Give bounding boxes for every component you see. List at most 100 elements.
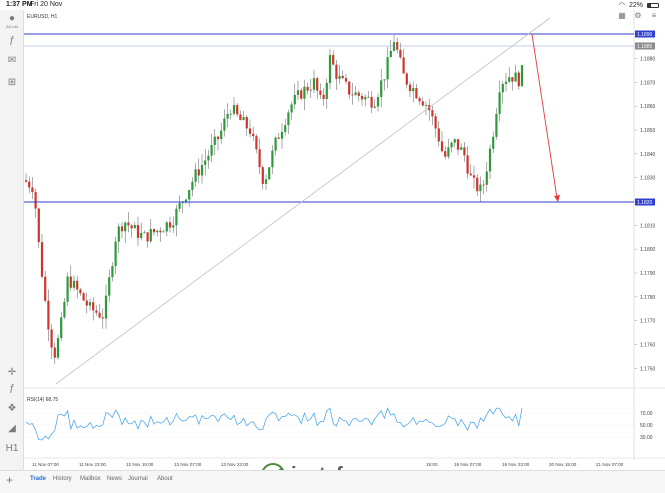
candle-body [114,241,117,266]
candle-body [389,50,392,58]
candle-body [463,147,466,156]
candle-body [274,137,277,151]
candle-body [111,265,114,278]
candle-body [261,167,264,184]
price-label: 1.1760 [640,342,656,348]
tab-about[interactable]: About [157,476,173,482]
candle-body [293,94,296,105]
candle-body [517,72,520,87]
candle-body [159,230,162,233]
objects-icon[interactable]: ❖ [7,403,17,414]
candle-body [63,301,66,318]
chart-symbol: EURUSD, H1 [27,14,58,20]
candle-body [492,136,495,149]
grid-icon[interactable]: ▦ [618,11,626,20]
candle-body [341,75,344,79]
candle-body [252,133,255,137]
candle-body [408,84,412,92]
time-label: 19 Nov 23:00 [502,462,530,467]
tab-mailbox[interactable]: Mailbox [80,476,101,482]
time-label: 13 Nov 07:00 [174,462,202,467]
trend-line [55,17,551,385]
candle-body [386,57,389,80]
avatar-icon[interactable]: ● [8,13,16,24]
candle-body [508,77,511,82]
candle-body [364,96,367,100]
candle-body [200,164,204,176]
candle-body [431,110,434,117]
candle-body [108,277,111,296]
time-label: 11 Nov 23:00 [79,462,106,467]
candle-body [402,57,405,74]
chat-icon[interactable]: ✉ [7,55,17,66]
left-toolbar: ● All List ƒ ✉ ⊞ ✛ ƒ ❖ ◢ H1 [0,10,24,483]
rsi-level-label: 70.00 [640,411,653,417]
candle-body [133,225,136,229]
candle-body [338,75,341,79]
candle-body [469,173,472,176]
shapes-icon[interactable]: ◢ [8,423,16,434]
price-label: 1.1850 [640,128,656,134]
candle-body [357,92,360,96]
battery-percent: 22% [628,1,643,9]
candle-body [210,144,213,156]
crosshair-icon[interactable]: ✛ [7,367,17,378]
candle-body [351,94,354,96]
candle-body [421,101,424,106]
candle-body [380,80,383,97]
candle-body [335,64,338,79]
candle-body [37,208,40,243]
candle-body [440,141,444,152]
candle-body [204,160,207,165]
candle-body [66,276,69,302]
candle-body [44,276,47,301]
candle-body [290,104,293,113]
candle-body [146,232,149,242]
candle-body [383,79,386,81]
candle-body [498,92,501,114]
time-label: 13 Nov 23:00 [221,462,249,467]
candle-body [482,184,485,186]
price-label: 1.1800 [640,247,656,253]
rsi-label: RSI(14) 68.75 [27,397,59,403]
candle-body [367,96,370,98]
price-label: 1.1790 [640,271,656,277]
gear-icon[interactable]: ⚙ [634,11,642,20]
chart-area[interactable]: ▦ ⚙ ≡ EURUSD, H1 1.1880 1.1870 1.1860 1.185… [24,10,665,467]
price-label: 1.1830 [640,176,656,182]
list-icon[interactable]: ≡ [651,11,657,20]
candle-body [194,169,197,182]
time-label-overlay: 15:00 [426,462,438,467]
tab-trade[interactable]: Trade [30,476,47,482]
candle-body [156,230,159,233]
candle-body [325,82,328,99]
candle-body [152,229,156,233]
wifi-icon: ◠ [618,2,625,9]
candle-body [456,139,460,150]
tag-support-bg [635,198,655,206]
add-icon[interactable]: + [6,473,14,487]
candle-body [277,137,280,139]
tab-news[interactable]: News [107,476,123,482]
tab-journal[interactable]: Journal [128,476,148,482]
candle-body [370,96,373,108]
candle-body [143,232,146,234]
candle-body [460,147,463,150]
candle-body [232,105,236,114]
bottom-tabbar: + Trade History Mailbox News Journal Abo… [0,470,665,493]
chart-topbar: ▦ ⚙ ≡ [611,10,665,22]
candle-body [47,300,50,330]
tab-history[interactable]: History [53,476,72,482]
add-chart-icon[interactable]: ⊞ [7,77,17,88]
candle-body [501,83,504,93]
price-label: 1.1870 [640,80,656,86]
candle-body [319,90,322,95]
price-chart[interactable]: 1.1880 1.1870 1.1860 1.1850 1.1840 1.1830 1.18… [24,10,665,470]
candle-body [69,276,72,288]
candle-body [360,95,364,100]
drawing-tool-icon[interactable]: ƒ [9,383,15,394]
indicators-icon[interactable]: ƒ [9,35,15,46]
candle-body [226,113,229,119]
tag-current: 1.1885 [637,44,653,50]
timeframe-icon[interactable]: H1 [5,443,19,454]
